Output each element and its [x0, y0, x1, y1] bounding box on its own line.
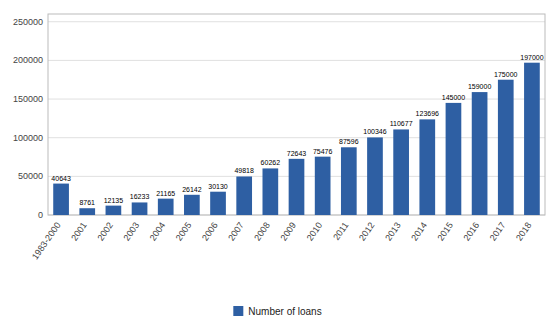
- bar: [524, 63, 540, 215]
- x-tick-label: 2005: [174, 220, 194, 242]
- x-tick-label: 2007: [226, 220, 246, 242]
- data-label: 8761: [79, 199, 95, 206]
- x-tick-label: 2006: [200, 220, 220, 242]
- data-label: 21165: [156, 190, 175, 197]
- bar: [106, 206, 122, 215]
- data-label: 60262: [261, 159, 281, 166]
- bar: [367, 137, 383, 215]
- bar: [419, 119, 435, 215]
- bar: [184, 195, 200, 215]
- data-label: 75476: [313, 148, 333, 155]
- y-tick-label: 200000: [13, 55, 43, 65]
- data-label: 12135: [104, 197, 124, 204]
- bar: [289, 159, 305, 215]
- x-tick-label: 2015: [435, 220, 455, 242]
- x-tick-label: 2003: [122, 220, 142, 242]
- grid-line: [48, 99, 545, 100]
- bar: [446, 103, 462, 215]
- data-label: 40643: [51, 175, 71, 182]
- data-label: 26142: [182, 186, 202, 193]
- bar: [236, 176, 252, 215]
- x-tick-label: 2004: [148, 220, 168, 242]
- bar: [393, 129, 409, 215]
- bar: [53, 184, 69, 215]
- data-label: 16233: [130, 193, 150, 200]
- x-tick-label: 2011: [331, 220, 350, 242]
- y-tick-label: 50000: [18, 171, 43, 181]
- plot-frame: [48, 14, 545, 215]
- bar: [498, 80, 514, 215]
- data-label: 145000: [442, 94, 465, 101]
- bars: [53, 63, 540, 215]
- x-tick-label: 2018: [514, 220, 534, 242]
- bar: [472, 92, 488, 215]
- data-label: 87596: [339, 138, 359, 145]
- bar: [341, 147, 357, 215]
- x-tick-label: 2014: [409, 220, 429, 242]
- data-label: 197000: [520, 54, 543, 61]
- bar: [79, 208, 95, 215]
- bar: [132, 202, 148, 215]
- x-tick-label: 2012: [357, 220, 377, 242]
- y-tick-label: 250000: [13, 17, 43, 27]
- legend: Number of loans: [233, 306, 321, 317]
- chart: 0 50000 100000 150000 200000 250000 40643 8761 1…: [0, 0, 555, 325]
- bar: [158, 199, 174, 215]
- y-tick-label: 0: [38, 210, 43, 220]
- grid-line: [48, 21, 545, 22]
- x-tick-label: 2010: [305, 220, 325, 242]
- x-tick-label: 2009: [278, 220, 298, 242]
- data-label: 159000: [468, 83, 491, 90]
- x-tick-label: 2016: [462, 220, 482, 242]
- data-label: 175000: [494, 71, 517, 78]
- grid-line: [48, 137, 545, 138]
- x-tick-label: 1983-2000: [30, 220, 63, 261]
- x-tick-label: 2008: [252, 220, 272, 242]
- data-label: 30130: [208, 183, 228, 190]
- legend-swatch: [233, 306, 243, 316]
- bar: [210, 192, 226, 215]
- legend-label: Number of loans: [248, 306, 321, 317]
- data-label: 100346: [363, 128, 386, 135]
- x-tick-label: 2013: [383, 220, 403, 242]
- x-tick-label: 2002: [95, 220, 115, 242]
- bar: [315, 157, 331, 215]
- bar: [262, 168, 278, 215]
- data-label: 72643: [287, 150, 307, 157]
- x-tick-label: 2001: [69, 220, 89, 242]
- x-tick-label: 2017: [488, 220, 508, 242]
- data-label: 123696: [416, 110, 439, 117]
- grid-line: [48, 60, 545, 61]
- y-tick-label: 100000: [13, 133, 43, 143]
- grid: [48, 22, 545, 215]
- data-label: 110677: [390, 120, 413, 127]
- data-label: 49818: [234, 167, 254, 174]
- y-tick-label: 150000: [13, 94, 43, 104]
